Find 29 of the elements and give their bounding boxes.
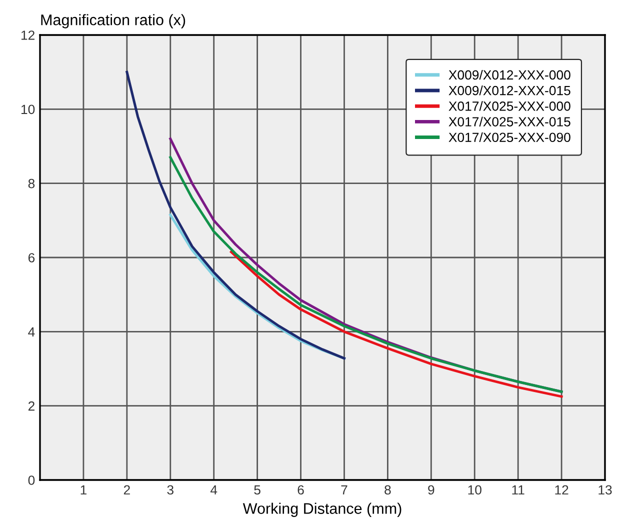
x-tick-label: 5 [254, 485, 260, 495]
line-series [230, 250, 563, 398]
legend-label: X009/X012-XXX-000 [448, 70, 570, 80]
y-tick-label: 10 [21, 104, 35, 114]
y-tick-label: 6 [28, 253, 35, 262]
x-tick-label: 1 [80, 485, 86, 494]
x-tick-label: 7 [341, 485, 348, 494]
x-tick-label: 10 [468, 485, 482, 495]
legend-label: X017/X025-XXX-000 [448, 101, 570, 111]
legend-label: X017/X025-XXX-015 [448, 116, 570, 126]
x-tick-label: 4 [210, 485, 218, 494]
y-tick-label: 2 [28, 401, 34, 411]
y-tick-label: 0 [28, 476, 35, 485]
x-tick-label: 2 [124, 485, 130, 494]
x-tick-label: 8 [384, 485, 391, 495]
legend-label: X009/X012-XXX-015 [448, 86, 570, 96]
y-tick-label: 12 [21, 30, 34, 40]
x-axis-title: Working Distance (mm) [242, 502, 402, 517]
x-tick-label: 12 [555, 485, 568, 494]
x-tick-label: 13 [598, 485, 612, 495]
y-tick-label: 8 [28, 178, 35, 188]
x-tick-label: 3 [167, 485, 174, 495]
y-axis-title: Magnification ratio (x) [41, 14, 186, 28]
x-tick-label: 6 [298, 485, 304, 495]
line-series [126, 70, 346, 360]
x-tick-label: 11 [512, 485, 524, 494]
y-tick-label: 4 [28, 327, 35, 336]
legend-label: X017/X025-XXX-090 [448, 132, 570, 142]
x-tick-label: 9 [428, 485, 434, 495]
